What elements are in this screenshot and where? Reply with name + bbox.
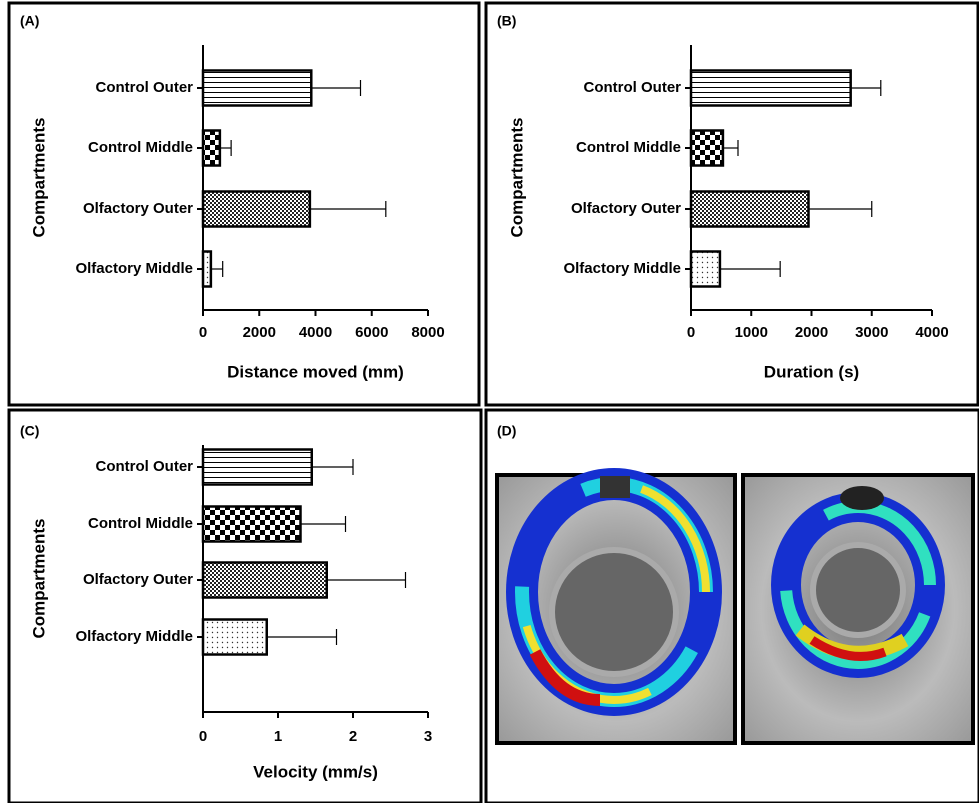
y-tick-label: Olfactory Outer (83, 571, 193, 588)
x-tick-label: 3000 (855, 324, 888, 341)
x-tick-label: 0 (199, 324, 207, 341)
bar (201, 129, 222, 167)
panel-label: (D) (497, 423, 516, 439)
x-tick-label: 2 (349, 728, 357, 745)
bar (201, 250, 213, 288)
y-tick-label: Olfactory Middle (75, 628, 193, 645)
heatmap-image (495, 468, 975, 745)
panel-label: (C) (20, 423, 39, 439)
x-tick-label: 4000 (299, 324, 332, 341)
x-tick-label: 1 (274, 728, 282, 745)
bar (201, 618, 268, 656)
bar (201, 448, 313, 486)
panel-label: (B) (497, 13, 516, 29)
y-tick-label: Control Middle (88, 139, 193, 156)
x-tick-label: 1000 (735, 324, 768, 341)
x-tick-label: 2000 (795, 324, 828, 341)
y-tick-label: Olfactory Middle (563, 260, 681, 277)
y-tick-label: Control Outer (584, 79, 682, 96)
y-axis-label: Compartments (29, 519, 48, 639)
y-axis-label: Compartments (29, 118, 48, 238)
panel-label: (A) (20, 13, 39, 29)
y-tick-label: Olfactory Outer (83, 200, 193, 217)
x-tick-label: 3 (424, 728, 432, 745)
panel-frame (484, 1, 979, 407)
bar (689, 69, 852, 107)
y-tick-label: Control Middle (576, 139, 681, 156)
x-tick-label: 8000 (411, 324, 444, 341)
y-tick-label: Control Outer (96, 79, 194, 96)
bar (201, 561, 328, 599)
bar (201, 505, 302, 543)
y-tick-label: Olfactory Middle (75, 260, 193, 277)
x-tick-label: 4000 (915, 324, 948, 341)
bar (689, 190, 810, 228)
y-tick-label: Control Outer (96, 458, 194, 475)
x-tick-label: 2000 (243, 324, 276, 341)
x-axis-label: Distance moved (mm) (227, 362, 404, 381)
bar (689, 250, 722, 288)
bar (201, 69, 313, 107)
x-tick-label: 6000 (355, 324, 388, 341)
x-axis-label: Duration (s) (764, 362, 859, 381)
x-tick-label: 0 (687, 324, 695, 341)
bar (201, 190, 312, 228)
panel-frame (7, 1, 481, 407)
bar (689, 129, 725, 167)
y-axis-label: Compartments (507, 118, 526, 238)
y-tick-label: Control Middle (88, 515, 193, 532)
x-tick-label: 0 (199, 728, 207, 745)
x-axis-label: Velocity (mm/s) (253, 762, 378, 781)
y-tick-label: Olfactory Outer (571, 200, 681, 217)
